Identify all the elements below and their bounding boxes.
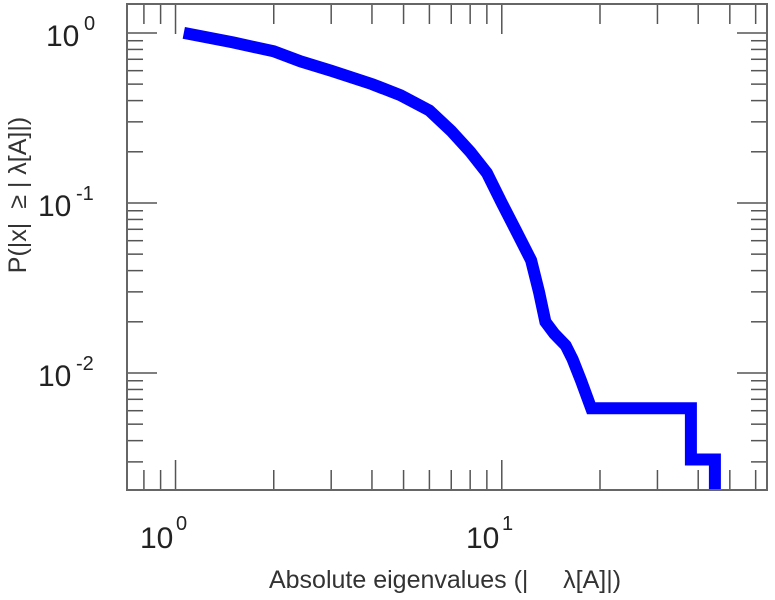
y-tick-base: 10: [46, 20, 79, 53]
x-tick-exp: 0: [176, 513, 187, 535]
y-tick-exp: -1: [76, 183, 94, 205]
plot-frame: [126, 3, 768, 491]
x-tick-base: 10: [140, 522, 173, 555]
y-tick-base: 10: [38, 190, 71, 223]
axis-ticks: [127, 4, 767, 490]
x-tick-base: 10: [466, 522, 499, 555]
x-axis-title: Absolute eigenvalues (| λ[A]|): [269, 566, 621, 594]
y-axis-title: P(|x| ≥ | λ[A]|): [4, 117, 32, 273]
x-tick-label-0: 10 0: [140, 513, 187, 555]
y-tick-label-0: 10 0: [46, 13, 95, 53]
series-line-ccdf: [182, 27, 721, 490]
y-tick-label-1: 10 -1: [38, 183, 94, 223]
x-tick-exp: 1: [502, 513, 513, 535]
y-tick-exp: 0: [84, 13, 95, 35]
y-tick-base: 10: [38, 360, 71, 393]
y-tick-exp: -2: [76, 353, 94, 375]
x-tick-label-1: 10 1: [466, 513, 513, 555]
y-tick-label-2: 10 -2: [38, 353, 94, 393]
